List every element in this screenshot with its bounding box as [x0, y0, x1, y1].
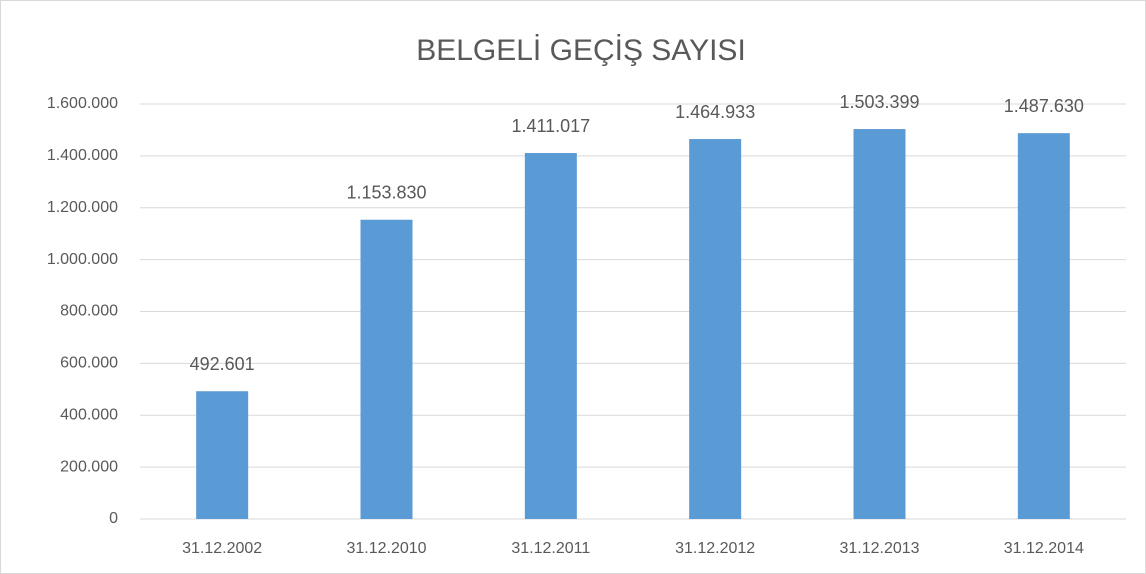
y-tick-label: 1.000.000 — [47, 251, 118, 268]
y-tick-label: 400.000 — [60, 406, 118, 423]
y-tick-label: 600.000 — [60, 355, 118, 372]
x-tick-label: 31.12.2010 — [346, 540, 426, 557]
x-tick-label: 31.12.2014 — [1004, 540, 1084, 557]
bar — [1017, 133, 1070, 519]
y-tick-label: 800.000 — [60, 303, 118, 320]
x-tick-label: 31.12.2002 — [182, 540, 262, 557]
data-label: 1.153.830 — [346, 182, 426, 202]
bar — [853, 129, 906, 519]
y-tick-label: 1.200.000 — [47, 199, 118, 216]
data-label: 492.601 — [190, 354, 255, 374]
y-tick-label: 0 — [109, 510, 118, 527]
x-tick-label: 31.12.2012 — [675, 540, 755, 557]
y-tick-label: 200.000 — [60, 458, 118, 475]
data-label: 1.464.933 — [675, 102, 755, 122]
bar — [524, 153, 577, 520]
data-label: 1.411.017 — [511, 116, 590, 136]
data-label: 1.503.399 — [839, 92, 919, 112]
bar — [360, 219, 413, 519]
bar — [196, 391, 249, 519]
data-label: 1.487.630 — [1004, 96, 1084, 116]
bar — [689, 139, 742, 519]
x-tick-label: 31.12.2011 — [511, 540, 590, 557]
y-tick-label: 1.600.000 — [47, 95, 118, 112]
chart-title: BELGELİ GEÇİŞ SAYISI — [416, 34, 746, 67]
x-tick-label: 31.12.2013 — [839, 540, 919, 557]
y-tick-label: 1.400.000 — [47, 147, 118, 164]
